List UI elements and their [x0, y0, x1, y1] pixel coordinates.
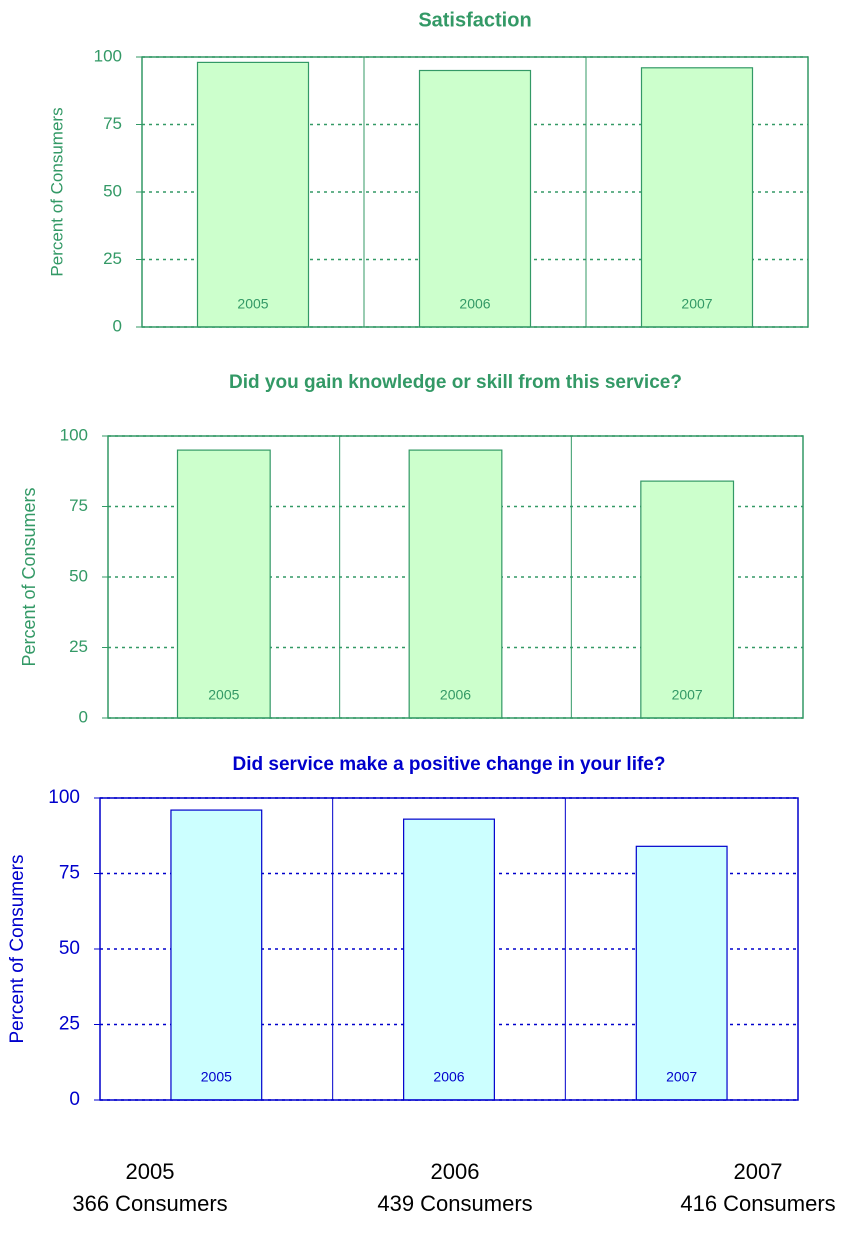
chart-title: Did service make a positive change in yo… [233, 754, 666, 775]
y-tick-label: 25 [59, 1014, 80, 1035]
bar [196, 61, 310, 328]
y-tick-label: 100 [48, 787, 80, 808]
bar [176, 449, 271, 719]
y-axis-label: Percent of Consumers [19, 487, 39, 666]
y-tick-label: 100 [94, 46, 122, 65]
bar [408, 449, 503, 719]
category-label: 2005 [208, 687, 239, 703]
y-tick-label: 0 [113, 316, 122, 335]
y-tick-label: 100 [60, 425, 88, 444]
footer-count: 366 Consumers [72, 1191, 227, 1216]
y-tick-label: 50 [103, 181, 122, 200]
y-tick-label: 0 [79, 707, 88, 726]
footer-year: 2006 [431, 1159, 480, 1184]
category-label: 2006 [440, 687, 471, 703]
y-tick-label: 0 [69, 1089, 80, 1110]
bar [640, 480, 735, 719]
bar [403, 818, 495, 1101]
bar [640, 67, 754, 328]
plot-frame [99, 797, 799, 1101]
plot-frame [107, 435, 804, 719]
y-axis-label: Percent of Consumers [7, 854, 28, 1043]
chart-title: Did you gain knowledge or skill from thi… [229, 372, 682, 393]
footer-year: 2005 [126, 1159, 175, 1184]
category-label: 2007 [666, 1069, 697, 1085]
chart-title: Satisfaction [418, 9, 531, 31]
y-tick-label: 50 [69, 566, 88, 585]
footer-year: 2007 [734, 1159, 783, 1184]
footer-count: 416 Consumers [680, 1191, 835, 1216]
bar [170, 809, 263, 1101]
category-label: 2006 [433, 1069, 464, 1085]
y-tick-label: 75 [59, 863, 80, 884]
y-tick-label: 50 [59, 938, 80, 959]
footer-count: 439 Consumers [377, 1191, 532, 1216]
plot-frame [141, 56, 809, 328]
bar [635, 845, 728, 1101]
category-label: 2007 [681, 296, 712, 312]
y-tick-label: 75 [69, 496, 88, 515]
y-tick-label: 25 [103, 249, 122, 268]
y-tick-label: 25 [69, 637, 88, 656]
category-label: 2007 [672, 687, 703, 703]
category-label: 2005 [237, 296, 268, 312]
y-axis-label: Percent of Consumers [47, 107, 66, 276]
category-label: 2006 [459, 296, 490, 312]
bar [418, 69, 532, 328]
category-label: 2005 [201, 1069, 232, 1085]
y-tick-label: 75 [103, 114, 122, 133]
